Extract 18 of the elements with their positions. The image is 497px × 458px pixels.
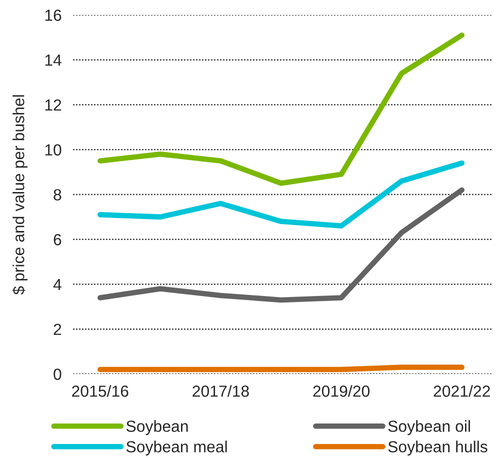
x-tick-label: 2015/16 bbox=[72, 385, 128, 397]
legend-label: Soybean hulls bbox=[388, 440, 488, 456]
y-tick-label: 10 bbox=[45, 144, 62, 156]
y-tick-label: 6 bbox=[54, 234, 62, 246]
y-tick-label: 14 bbox=[45, 54, 62, 66]
y-tick-label: 12 bbox=[45, 99, 62, 111]
legend-label: Soybean bbox=[126, 420, 188, 436]
x-tick-label: 2021/22 bbox=[434, 385, 490, 397]
y-tick-label: 0 bbox=[54, 368, 62, 380]
x-tick-label: 2019/20 bbox=[313, 385, 370, 397]
y-axis-title: $ price and value per bushel bbox=[12, 95, 28, 295]
legend-label: Soybean meal bbox=[126, 440, 227, 456]
y-tick-label: 8 bbox=[54, 189, 62, 200]
y-tick-label: 4 bbox=[53, 279, 62, 290]
y-tick-label: 2 bbox=[54, 324, 62, 335]
legend-label: Soybean oil bbox=[388, 420, 470, 436]
y-tick-label: 16 bbox=[45, 10, 62, 21]
x-tick-label: 2017/18 bbox=[192, 385, 249, 397]
